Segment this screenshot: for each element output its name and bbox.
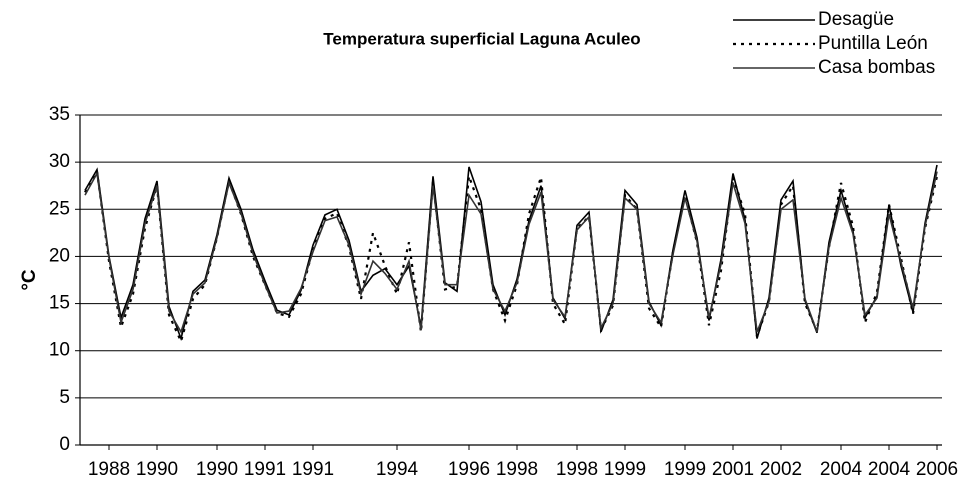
x-tick-label: 1996 bbox=[448, 459, 490, 480]
legend-label: Puntilla León bbox=[818, 33, 928, 54]
x-tick-label: 1990 bbox=[136, 459, 178, 480]
x-tick-label: 1988 bbox=[88, 459, 130, 480]
y-tick-label: 20 bbox=[49, 245, 70, 266]
x-tick-label: 1991 bbox=[244, 459, 286, 480]
x-tick-label: 1999 bbox=[664, 459, 706, 480]
y-tick-label: 10 bbox=[49, 340, 70, 361]
x-tick-label: 1994 bbox=[376, 459, 419, 480]
y-axis-label: °C bbox=[19, 269, 40, 291]
y-tick-label: 15 bbox=[49, 293, 70, 314]
series-line bbox=[84, 168, 939, 345]
y-tick-label: 30 bbox=[49, 151, 70, 172]
x-tick-label: 1998 bbox=[496, 459, 538, 480]
y-tick-label: 0 bbox=[59, 434, 70, 455]
x-tick-label: 2006 bbox=[916, 459, 958, 480]
x-tick-label: 1999 bbox=[604, 459, 646, 480]
series-line bbox=[84, 171, 938, 334]
legend-label: Desagüe bbox=[818, 9, 894, 30]
y-tick-label: 5 bbox=[59, 387, 70, 408]
x-tick-label: 2002 bbox=[760, 459, 802, 480]
x-tick-label: 2004 bbox=[868, 459, 911, 480]
x-tick-label: 1990 bbox=[196, 459, 238, 480]
x-tick-label: 2004 bbox=[820, 459, 863, 480]
x-tick-label: 1998 bbox=[556, 459, 598, 480]
chart-title: Temperatura superficial Laguna Aculeo bbox=[323, 29, 640, 48]
y-tick-label: 25 bbox=[49, 198, 70, 219]
x-tick-label: 1991 bbox=[292, 459, 334, 480]
y-tick-label: 35 bbox=[49, 104, 70, 125]
legend-label: Casa bombas bbox=[818, 57, 935, 78]
x-tick-label: 2001 bbox=[712, 459, 754, 480]
